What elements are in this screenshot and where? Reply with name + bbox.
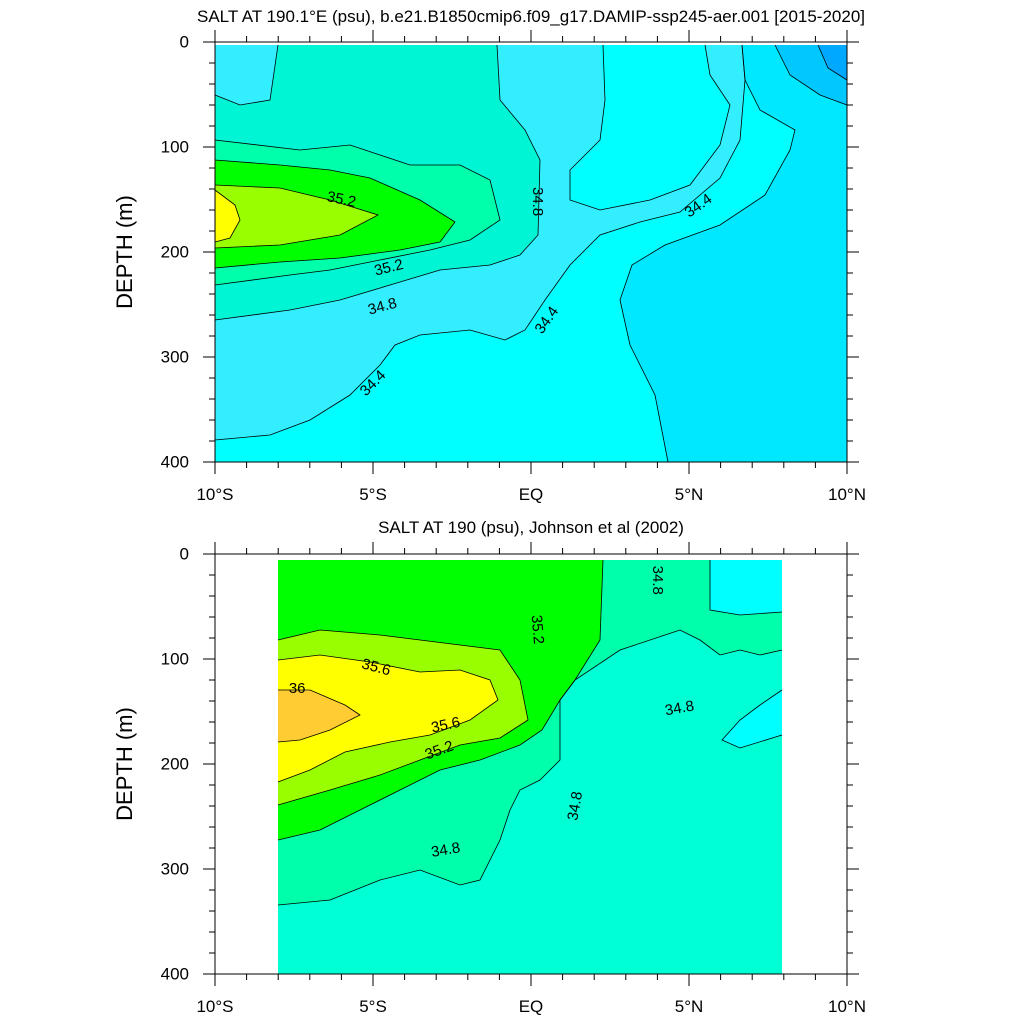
panel-obs-contour-label: 34.8 <box>649 566 666 595</box>
panel-model-xtick-label: 10°S <box>196 485 233 504</box>
panel-model-contour-line <box>619 44 796 463</box>
panel-model-axes: 0 100 200 300 400 10°S 5°S EQ 5°N 10°N <box>161 30 866 504</box>
panel-observations: SALT AT 190 (psu), Johnson et al (2002) … <box>112 518 866 1016</box>
panel-obs-axes: 0 100 200 300 400 10°S 5°S EQ 5°N 10°N <box>161 542 866 1016</box>
panel-obs-xtick-label: 5°S <box>359 997 387 1016</box>
panel-obs-contour-fill <box>278 655 498 782</box>
panel-obs-contour-line <box>277 689 361 743</box>
panel-obs-contour-label: 35.6 <box>360 655 393 679</box>
panel-obs-contour-fills <box>278 560 782 974</box>
panel-obs-contour-line <box>277 559 604 841</box>
panel-obs-contour-label: 35.6 <box>430 714 462 737</box>
panel-model-contour-fill <box>603 45 847 462</box>
panel-model-contour-fill <box>215 45 745 440</box>
panel-model-contour-fills <box>215 45 847 462</box>
panel-model-ytick-label: 300 <box>161 348 189 367</box>
panel-model-ytick-label: 200 <box>161 243 189 262</box>
panel-model-contour-line <box>214 44 746 441</box>
panel-obs-contour-line <box>277 629 783 906</box>
panel-obs-contour-line <box>277 629 529 806</box>
panel-obs-ytick-label: 100 <box>161 650 189 669</box>
panel-model-contour-line <box>214 139 501 286</box>
panel-obs-xtick-label: 10°S <box>196 997 233 1016</box>
panel-model-contour-fill <box>215 45 278 105</box>
panel-obs-contour-fill <box>722 690 782 748</box>
panel-obs-ylabel: DEPTH (m) <box>112 707 137 821</box>
panel-model-contour-line <box>569 44 731 211</box>
panel-obs-contour-label: 35.2 <box>528 614 547 645</box>
panel-obs-contour-label: 36 <box>289 680 306 697</box>
panel-obs-contour-label: 34.8 <box>564 790 586 822</box>
panel-model-xtick-label: 5°N <box>675 485 704 504</box>
panel-obs-xtick-label: 5°N <box>675 997 704 1016</box>
panel-model-xtick-label: 10°N <box>828 485 866 504</box>
panel-model-contour-fill <box>818 45 847 80</box>
panel-obs-contour-label: 34.8 <box>430 839 462 861</box>
panel-model-ylabel: DEPTH (m) <box>112 195 137 309</box>
panel-model-ytick-label: 0 <box>180 33 189 52</box>
panel-obs-contour-line <box>709 560 783 616</box>
panel-model-title: SALT AT 190.1°E (psu), b.e21.B1850cmip6.… <box>197 7 865 26</box>
panel-model-ytick-label: 100 <box>161 138 189 157</box>
panel-obs-xtick-label: 10°N <box>828 997 866 1016</box>
panel-model-contour-label: 35.2 <box>373 256 405 280</box>
panel-model-contour-line <box>774 44 848 106</box>
panel-obs-contour-line <box>277 654 499 783</box>
panel-model-contour-line <box>214 189 241 243</box>
panel-obs-contour-label: 34.8 <box>664 697 696 719</box>
panel-model-contour-line <box>214 44 541 321</box>
panel-obs-ytick-label: 300 <box>161 860 189 879</box>
panel-model-contour-line <box>214 184 380 249</box>
panel-model: SALT AT 190.1°E (psu), b.e21.B1850cmip6.… <box>112 7 866 504</box>
panel-obs-xtick-label: EQ <box>519 997 544 1016</box>
panel-model-contour-label: 34.8 <box>366 295 399 319</box>
panel-obs-contour-line <box>721 689 783 749</box>
panel-model-contour-label: 34.8 <box>529 187 546 216</box>
panel-model-ytick-label: 400 <box>161 453 189 472</box>
panel-model-contour-fill <box>215 190 240 242</box>
panel-obs-contour-lines <box>277 559 783 906</box>
panel-model-contour-line <box>214 44 279 106</box>
panel-model-contour-line <box>214 159 456 269</box>
panel-obs-ytick-label: 0 <box>180 545 189 564</box>
panel-model-contour-fill <box>215 185 378 248</box>
panel-obs-contour-fill <box>710 560 782 615</box>
panel-obs-ytick-label: 200 <box>161 755 189 774</box>
panel-obs-ytick-label: 400 <box>161 965 189 984</box>
panel-model-xtick-label: EQ <box>519 485 544 504</box>
panel-model-contour-label: 35.2 <box>325 188 357 211</box>
panel-obs-title: SALT AT 190 (psu), Johnson et al (2002) <box>378 518 684 537</box>
panel-model-contour-line <box>817 44 848 81</box>
panel-model-contour-lines <box>214 44 848 463</box>
panel-model-xtick-label: 5°S <box>359 485 387 504</box>
